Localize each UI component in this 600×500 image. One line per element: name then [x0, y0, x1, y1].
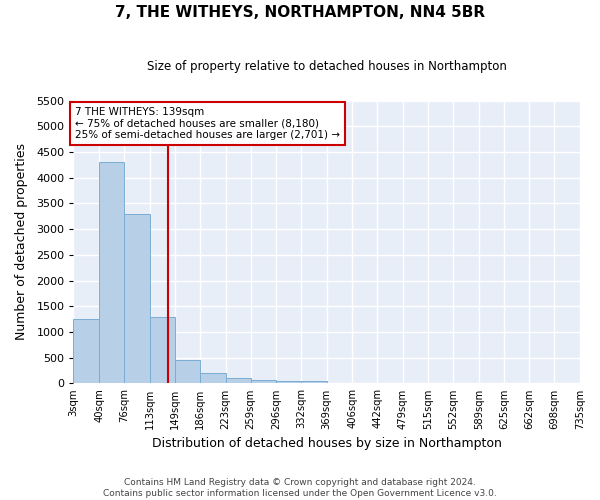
Bar	[124, 214, 149, 384]
Bar	[301, 381, 327, 384]
Text: 7, THE WITHEYS, NORTHAMPTON, NN4 5BR: 7, THE WITHEYS, NORTHAMPTON, NN4 5BR	[115, 5, 485, 20]
Text: 7 THE WITHEYS: 139sqm
← 75% of detached houses are smaller (8,180)
25% of semi-d: 7 THE WITHEYS: 139sqm ← 75% of detached …	[75, 106, 340, 140]
Y-axis label: Number of detached properties: Number of detached properties	[15, 144, 28, 340]
Bar	[99, 162, 124, 384]
Bar	[73, 319, 99, 384]
Text: Contains HM Land Registry data © Crown copyright and database right 2024.
Contai: Contains HM Land Registry data © Crown c…	[103, 478, 497, 498]
Bar	[200, 373, 226, 384]
X-axis label: Distribution of detached houses by size in Northampton: Distribution of detached houses by size …	[152, 437, 502, 450]
Bar	[226, 378, 251, 384]
Bar	[251, 380, 276, 384]
Bar	[175, 360, 200, 384]
Bar	[149, 316, 175, 384]
Title: Size of property relative to detached houses in Northampton: Size of property relative to detached ho…	[147, 60, 506, 73]
Bar	[276, 381, 301, 384]
